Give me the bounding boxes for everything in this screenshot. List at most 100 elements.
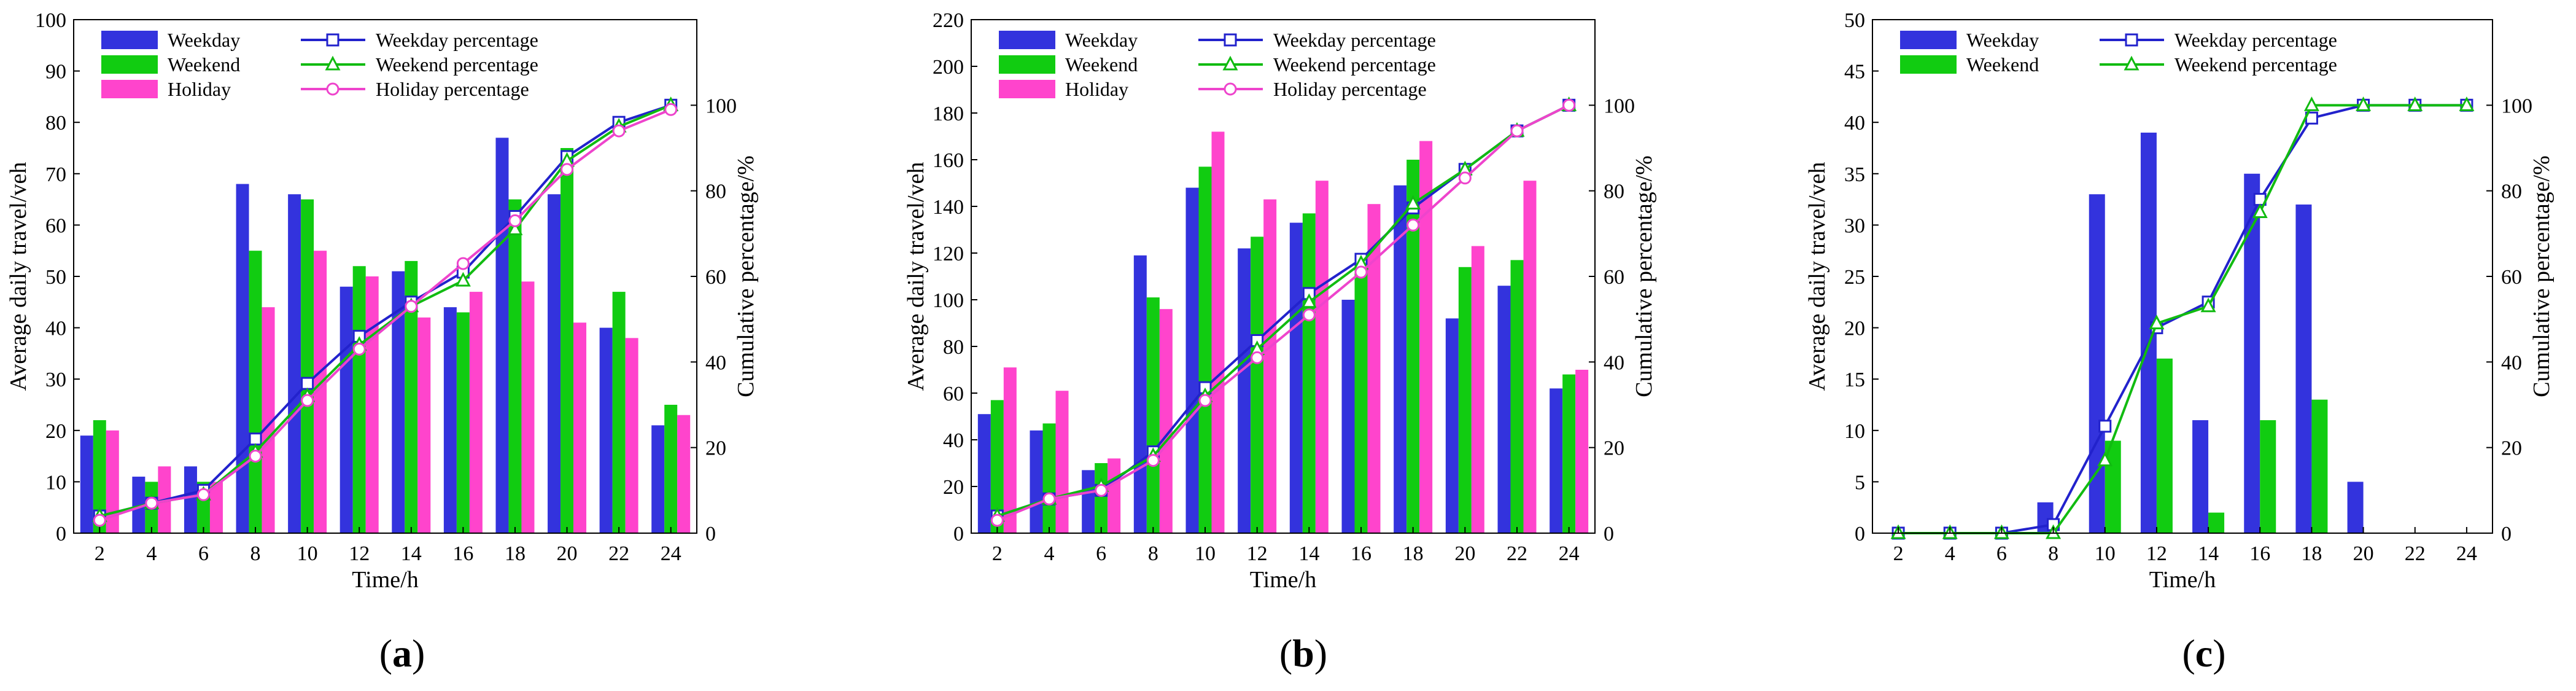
bar-weekend-8 — [249, 251, 262, 533]
y-tick-label: 60 — [45, 214, 66, 237]
x-tick-label: 12 — [1247, 542, 1268, 565]
line-weekend_line — [996, 104, 1570, 518]
point-weekend_line-18 — [507, 221, 523, 235]
x-tick-label: 2 — [992, 542, 1003, 565]
y-tick-label: 100 — [933, 289, 964, 312]
x-axis-label: Time/h — [1250, 567, 1316, 593]
x-tick-label: 18 — [1403, 542, 1424, 565]
panel-label-close-paren: ) — [2213, 631, 2225, 675]
y2-tick-label: 80 — [2501, 181, 2522, 203]
y-tick-label: 160 — [933, 149, 964, 172]
point-holiday_line-24 — [1562, 98, 1576, 112]
point-weekend_line-18 — [1405, 195, 1421, 210]
x-tick-label: 2 — [1893, 542, 1904, 565]
x-tick-label: 22 — [2405, 542, 2426, 565]
bar-holiday-18 — [1419, 141, 1433, 534]
point-holiday_line-4 — [145, 496, 158, 510]
bar-weekday-10 — [288, 194, 301, 533]
bar-weekend-22 — [612, 292, 626, 533]
bar-weekend-2 — [93, 420, 106, 533]
y2-axis-label: Cumulative percentage/% — [2529, 155, 2555, 397]
bar-weekend-12 — [352, 266, 366, 533]
bar-holiday-14 — [1315, 181, 1329, 533]
line-weekday_line — [99, 104, 672, 518]
x-tick-label: 8 — [250, 542, 261, 565]
x-tick-label: 12 — [349, 542, 370, 565]
legend-label-weekday: Weekday — [168, 29, 240, 51]
bar-holiday-6 — [1108, 458, 1121, 533]
bar-weekend-16 — [1354, 253, 1368, 533]
y-tick-label: 40 — [1844, 112, 1865, 135]
x-tick-label: 4 — [1044, 542, 1055, 565]
bar-weekend-10 — [1198, 166, 1212, 533]
bar-weekend-6 — [1095, 463, 1108, 533]
x-tick-label: 22 — [608, 542, 629, 565]
y-tick-label: 0 — [1855, 523, 1865, 545]
bar-weekend-18 — [1406, 160, 1420, 533]
y-tick-label: 45 — [1844, 61, 1865, 84]
legend-swatch-weekday — [999, 31, 1055, 49]
legend-label-weekday: Weekday — [1966, 29, 2039, 51]
y2-tick-label: 80 — [705, 181, 726, 203]
x-tick-label: 16 — [2249, 542, 2270, 565]
bar-weekday-14 — [1289, 222, 1303, 533]
point-holiday_line-22 — [612, 124, 626, 138]
point-weekend_line-16 — [2252, 203, 2268, 218]
bar-weekday-18 — [1394, 185, 1407, 533]
point-holiday_line-8 — [1146, 454, 1160, 467]
y2-tick-label: 100 — [705, 95, 737, 117]
point-holiday_line-20 — [1458, 171, 1472, 185]
bar-weekend-2 — [990, 400, 1004, 533]
bar-holiday-10 — [1211, 131, 1225, 533]
x-axis-label: Time/h — [352, 567, 418, 593]
y2-tick-label: 20 — [705, 437, 726, 460]
point-holiday_line-18 — [508, 214, 522, 227]
y2-tick-label: 0 — [2501, 523, 2512, 545]
legend-marker-weekday_line — [1224, 33, 1237, 47]
y-axis-label: Average daily travel/veh — [6, 162, 31, 391]
point-holiday_line-14 — [1302, 308, 1316, 322]
panel-label-open-paren: ( — [379, 631, 392, 675]
bar-weekday-16 — [443, 307, 457, 533]
bar-holiday-20 — [573, 322, 587, 533]
bar-weekday-14 — [392, 271, 405, 533]
y-tick-label: 80 — [45, 112, 66, 135]
x-tick-label: 12 — [2146, 542, 2167, 565]
legend-label-holiday: Holiday — [168, 78, 231, 100]
y-tick-label: 30 — [45, 369, 66, 391]
y-tick-label: 90 — [45, 61, 66, 84]
x-tick-label: 8 — [2048, 542, 2058, 565]
bar-weekday-18 — [495, 138, 509, 533]
point-holiday_line-2 — [990, 513, 1004, 527]
bar-weekday-22 — [1497, 286, 1511, 533]
bar-weekend-8 — [1146, 297, 1160, 533]
y-tick-label: 50 — [1844, 9, 1865, 32]
panel-label-letter: c — [2195, 631, 2213, 675]
x-axis-label: Time/h — [2149, 567, 2216, 593]
line-holiday_line — [996, 104, 1570, 521]
bar-weekday-24 — [651, 425, 665, 533]
panel-label-open-paren: ( — [2182, 631, 2195, 675]
legend-marker-weekend_line — [325, 55, 341, 71]
legend-marker-holiday_line — [326, 82, 339, 96]
bar-weekday-14 — [2192, 420, 2209, 533]
legend-label-holiday_line: Holiday percentage — [376, 78, 529, 100]
y-tick-label: 120 — [933, 243, 964, 265]
bar-holiday-12 — [1263, 199, 1277, 534]
bar-weekday-20 — [1445, 318, 1459, 533]
x-tick-label: 16 — [452, 542, 473, 565]
legend-label-weekend_line: Weekend percentage — [2174, 53, 2337, 76]
bar-weekend-22 — [1510, 260, 1524, 533]
y-tick-label: 0 — [56, 523, 66, 545]
bar-weekend-24 — [664, 405, 678, 533]
legend-swatch-weekend — [1900, 55, 1957, 74]
bar-weekend-10 — [301, 199, 314, 534]
bar-weekday-2 — [977, 414, 991, 533]
legend-swatch-weekend — [999, 55, 1055, 74]
bar-weekend-18 — [2311, 399, 2328, 533]
legend-marker-weekday_line — [2125, 33, 2138, 47]
bar-weekday-10 — [2089, 194, 2105, 533]
bar-weekday-8 — [236, 184, 249, 533]
point-holiday_line-2 — [93, 513, 106, 527]
